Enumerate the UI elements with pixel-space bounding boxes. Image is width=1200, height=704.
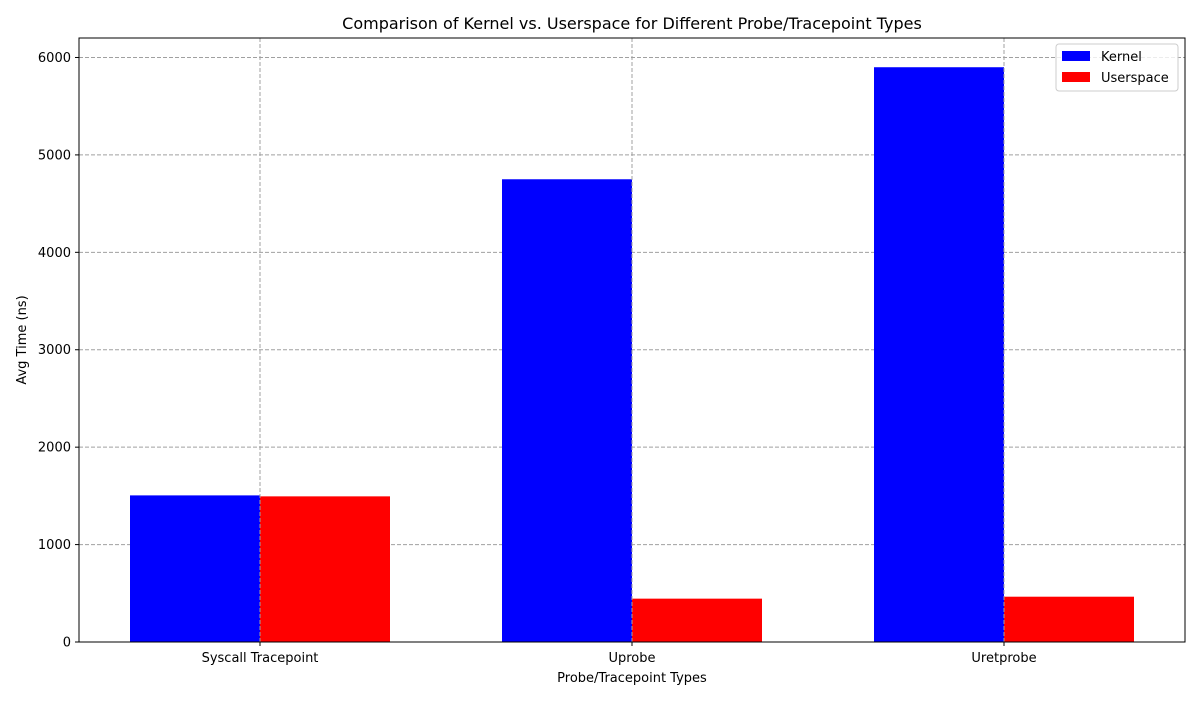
y-axis: 0 1000 2000 3000 4000 5000 6000 — [38, 51, 79, 651]
chart-title: Comparison of Kernel vs. Userspace for D… — [342, 14, 922, 33]
bar-kernel-1 — [130, 495, 260, 642]
y-tick-label: 5000 — [38, 148, 71, 163]
y-tick-label: 1000 — [38, 538, 71, 553]
x-tick-label: Uprobe — [608, 651, 655, 666]
vertical-grid — [259, 38, 1005, 642]
y-tick-label: 6000 — [38, 51, 71, 66]
bar-userspace-3 — [1004, 596, 1134, 642]
bars — [130, 67, 1134, 643]
legend-label-userspace: Userspace — [1101, 71, 1169, 86]
y-tick-label: 0 — [63, 636, 71, 651]
x-tick-label: Syscall Tracepoint — [202, 651, 319, 666]
bar-kernel-3 — [874, 67, 1004, 642]
x-tick-label: Uretprobe — [971, 651, 1036, 666]
y-tick-label: 4000 — [38, 246, 71, 261]
x-axis: Syscall Tracepoint Uprobe Uretprobe — [202, 642, 1037, 666]
bar-userspace-2 — [632, 598, 762, 642]
x-axis-label: Probe/Tracepoint Types — [557, 671, 707, 686]
legend-label-kernel: Kernel — [1101, 50, 1142, 65]
legend-swatch-userspace — [1062, 72, 1090, 82]
y-axis-label: Avg Time (ns) — [15, 295, 30, 384]
legend-swatch-kernel — [1062, 51, 1090, 61]
legend: Kernel Userspace — [1055, 43, 1179, 92]
y-tick-label: 2000 — [38, 441, 71, 456]
bar-kernel-2 — [502, 179, 632, 643]
y-tick-label: 3000 — [38, 343, 71, 358]
bar-userspace-1 — [260, 496, 390, 642]
